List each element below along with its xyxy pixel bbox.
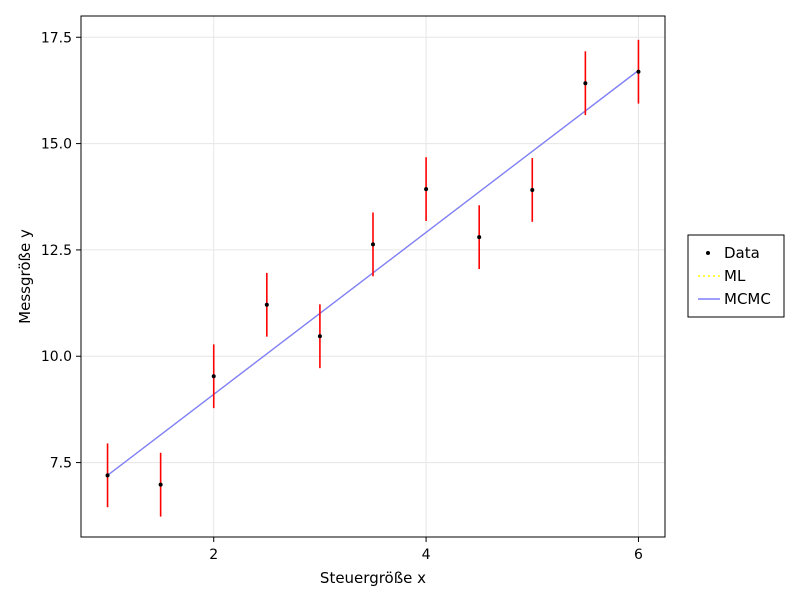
- y-tick-label: 15.0: [41, 137, 72, 153]
- data-point: [477, 235, 482, 240]
- y-tick-label: 17.5: [41, 30, 72, 46]
- y-tick-label: 7.5: [50, 456, 72, 472]
- data-point: [583, 81, 588, 86]
- x-tick-label: 2: [209, 547, 218, 563]
- data-point: [211, 374, 216, 379]
- legend-label-ml: ML: [724, 267, 746, 285]
- x-tick-label: 4: [422, 547, 431, 563]
- series-layer: [105, 39, 641, 517]
- legend-marker-data: [706, 251, 710, 255]
- legend: Data ML MCMC: [687, 234, 785, 318]
- grid: [81, 16, 665, 537]
- data-point: [530, 187, 535, 192]
- y-axis-label: Messgröße y: [16, 229, 34, 324]
- ticks: 2 4 6 7.5 10.0 12.5 15.0 17.5: [41, 30, 643, 563]
- data-point: [264, 302, 269, 307]
- data-point: [636, 69, 641, 74]
- data-point: [371, 242, 375, 247]
- data-point: [424, 187, 429, 192]
- data-point: [105, 473, 110, 478]
- legend-label-data: Data: [724, 244, 760, 262]
- data-point: [158, 482, 163, 487]
- y-tick-label: 10.0: [41, 349, 72, 365]
- data-point: [317, 334, 322, 339]
- x-axis-label: Steuergröße x: [320, 569, 426, 587]
- plot-frame: [80, 15, 666, 538]
- x-tick-label: 6: [634, 547, 643, 563]
- y-tick-label: 12.5: [41, 243, 72, 259]
- legend-label-mcmc: MCMC: [724, 290, 771, 308]
